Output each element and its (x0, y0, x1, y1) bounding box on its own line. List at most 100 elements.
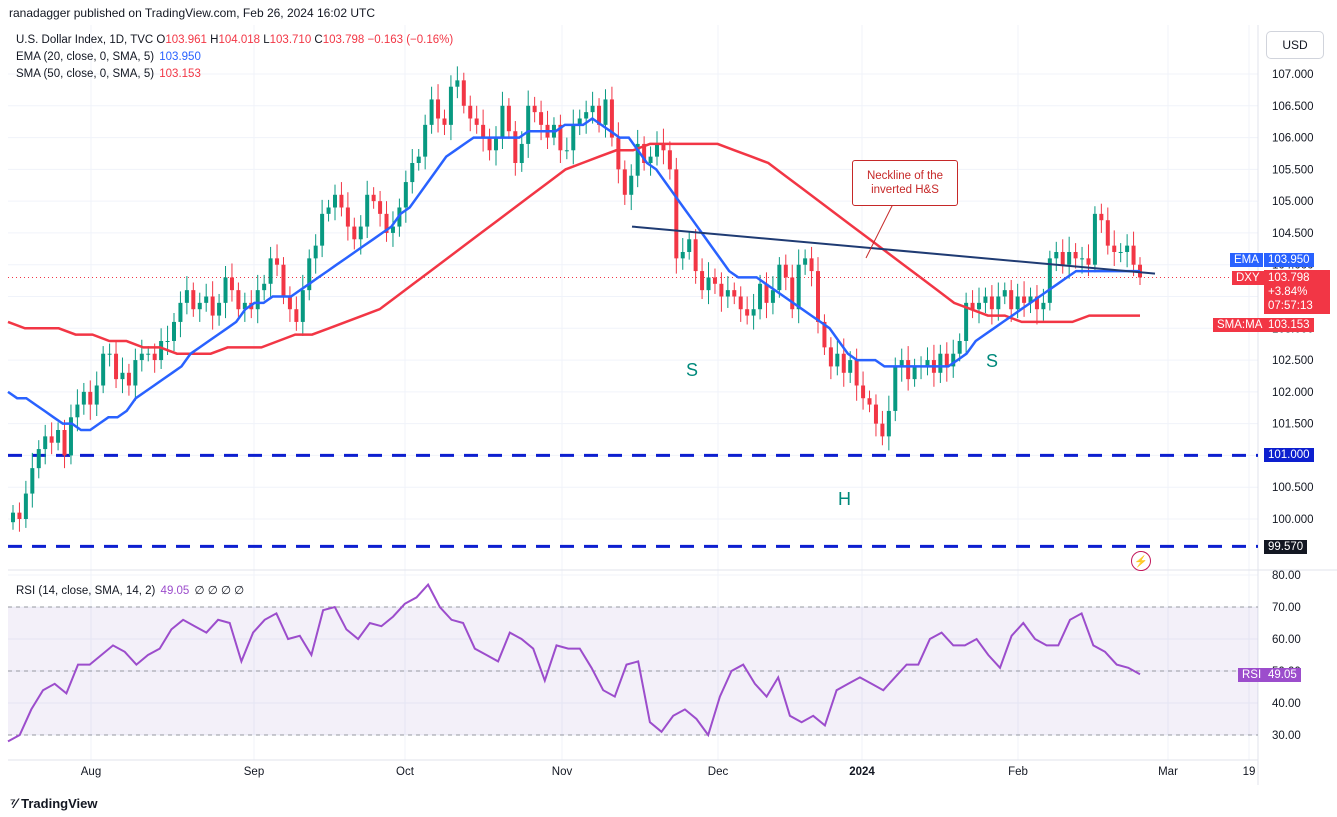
candle-body (88, 391, 93, 405)
candle-body (68, 417, 73, 456)
candle-body (133, 360, 138, 386)
candle-body (822, 321, 827, 348)
candle-body (275, 258, 280, 265)
candle-body (616, 137, 621, 170)
dxy-tag-value: 103.798 +3.84% 07:57:13 (1264, 270, 1330, 314)
candle-body (977, 302, 981, 310)
candle-body (191, 290, 196, 310)
candle-body (597, 105, 602, 125)
candle-body (410, 163, 415, 183)
candle-body (126, 372, 131, 386)
candle-body (635, 143, 640, 176)
candle-body (687, 239, 692, 252)
candle-body (642, 143, 647, 163)
candle-body (532, 105, 537, 113)
candle-body (94, 385, 99, 405)
currency-button[interactable]: USD (1266, 31, 1324, 59)
candle-body (120, 372, 125, 380)
candle-body (964, 302, 969, 341)
candle-body (43, 436, 48, 450)
candle-body (378, 201, 383, 214)
candle-body (1047, 258, 1052, 303)
candle-body (442, 118, 447, 125)
candle-body (629, 175, 634, 195)
price-tick-label: 107.000 (1272, 69, 1314, 81)
rsi-tick-label: 30.00 (1272, 730, 1301, 742)
candle-body (513, 131, 518, 163)
candle-body (49, 436, 54, 443)
candle-body (893, 366, 898, 411)
support2-tag: 99.570 (1264, 540, 1308, 554)
candle-body (1073, 252, 1078, 259)
candle-body (738, 296, 743, 310)
candle-body (609, 99, 614, 138)
candle-body (107, 353, 112, 355)
candle-body (996, 296, 1001, 310)
annotation-pointer (865, 203, 894, 259)
candle-body (983, 296, 988, 303)
candle-body (783, 264, 788, 278)
rsi-tick-label: 70.00 (1272, 602, 1301, 614)
candle-body (262, 283, 267, 291)
candle-body (951, 353, 956, 367)
candle-body (674, 169, 679, 259)
legend-sma: SMA (50, close, 0, SMA, 5) 103.153 (16, 68, 201, 80)
candle-body (172, 321, 176, 341)
candle-body (1086, 258, 1091, 265)
candle-body (352, 226, 357, 240)
price-tick-label: 100.500 (1272, 482, 1314, 494)
candle-body (30, 468, 35, 494)
candle-body (835, 353, 840, 367)
time-tick-label: 2024 (849, 766, 875, 778)
candle-body (217, 302, 222, 316)
price-tick-label: 100.000 (1272, 514, 1314, 526)
candle-body (867, 398, 872, 405)
candle-body (114, 353, 119, 380)
right-shoulder-label: S (986, 351, 999, 371)
candle-body (1125, 245, 1130, 252)
change-value: −0.163 (−0.16%) (367, 34, 454, 46)
rsi-tick-label: 40.00 (1272, 698, 1301, 710)
ohlc-values: O103.961 H104.018 L103.710 C103.798 −0.1… (156, 34, 454, 46)
candle-body (62, 430, 67, 456)
candle-body (938, 353, 943, 373)
head-label: H (838, 489, 851, 509)
candle-body (236, 290, 241, 310)
candle-body (81, 391, 86, 405)
candle-body (242, 302, 247, 310)
candle-body (539, 112, 544, 125)
neckline-annotation: Neckline of the inverted H&S (852, 160, 958, 206)
sma-tag: SMA:MA (1213, 318, 1267, 332)
candle-body (294, 309, 299, 322)
candle-body (989, 296, 994, 310)
candle-body (1105, 220, 1110, 246)
candle-body (1009, 290, 1014, 310)
candle-body (770, 290, 775, 303)
candle-body (558, 124, 563, 151)
candle-body (861, 385, 866, 399)
candle-body (300, 290, 305, 322)
candle-body (906, 360, 911, 380)
candle-body (725, 290, 730, 297)
candle-body (461, 80, 466, 106)
candle-body (403, 182, 408, 208)
candle-body (925, 360, 930, 367)
candle-body (886, 410, 891, 437)
publisher-text: ranadagger published on TradingView.com,… (9, 6, 376, 20)
candle-body (159, 341, 164, 361)
candle-body (339, 194, 344, 208)
candle-body (56, 430, 61, 443)
candle-body (809, 258, 814, 272)
candle-body (23, 493, 28, 519)
candle-body (732, 290, 737, 297)
alert-icon[interactable]: ⚡ (1131, 551, 1151, 571)
candle-body (494, 137, 498, 151)
time-tick-label: 19 (1243, 766, 1256, 778)
candle-body (390, 226, 395, 233)
candle-body (751, 309, 756, 316)
candle-body (229, 277, 234, 291)
candle-body (429, 99, 434, 125)
candle-body (152, 353, 157, 361)
rsi-tag-value: 49.05 (1264, 668, 1301, 682)
